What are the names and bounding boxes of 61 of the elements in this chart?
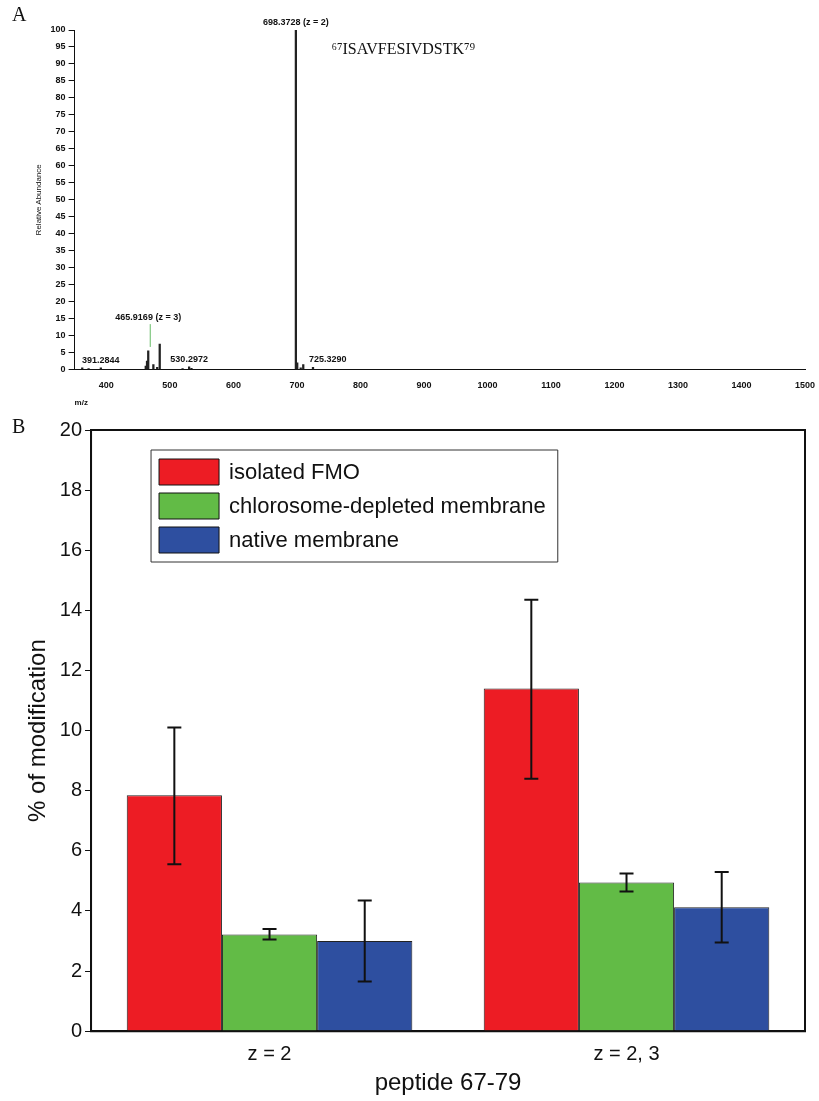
x-tick-label: 1200: [604, 380, 625, 391]
y-tick-label: 5: [60, 347, 66, 358]
annotation: 391.2844: [82, 354, 120, 365]
x-axis-title: peptide 67-79: [374, 1068, 522, 1096]
y-tick-label: 0: [70, 1018, 83, 1041]
y-tick-label: 95: [55, 41, 66, 52]
y-tick-label: 55: [55, 177, 66, 188]
y-tick-label: 80: [55, 92, 66, 103]
y-tick-label: 16: [59, 537, 83, 560]
annotation: 698.3728 (z = 2): [262, 16, 329, 27]
y-tick-label: 70: [55, 126, 66, 137]
annotation: 725.3290: [308, 354, 347, 365]
x-axis-title: m/z: [74, 398, 88, 408]
annotation: 530.2972: [170, 353, 208, 364]
x-tick-label: 900: [416, 380, 432, 391]
y-axis-title: Relative Abundance: [34, 163, 43, 236]
y-tick-label: 8: [70, 778, 83, 801]
y-tick-label: 14: [59, 597, 83, 620]
y-tick-label: 18: [59, 477, 83, 500]
legend-label: isolated FMO: [229, 459, 360, 485]
x-tick-label: 800: [352, 380, 368, 391]
y-tick-label: 25: [55, 279, 66, 290]
y-axis-title: % of modification: [23, 639, 51, 822]
x-tick-label: 400: [98, 380, 114, 391]
x-tick-label: 500: [162, 380, 178, 391]
y-tick-label: 85: [55, 75, 66, 86]
legend-label: chlorosome-depleted membrane: [229, 493, 546, 519]
annotation: 465.9169 (z = 3): [115, 312, 182, 323]
y-tick-label: 4: [70, 898, 83, 921]
x-tick-label: 1300: [667, 380, 688, 391]
y-tick-label: 15: [55, 313, 66, 324]
y-tick-label: 0: [60, 364, 66, 375]
y-tick-label: 10: [55, 330, 66, 341]
y-tick-label: 20: [59, 417, 83, 440]
x-tick-label: 1400: [731, 380, 752, 391]
y-tick-label: 2: [70, 958, 83, 981]
x-tick-label: 600: [225, 380, 241, 391]
chart-title: A: [12, 3, 27, 26]
y-tick-label: 65: [55, 143, 66, 154]
y-tick-label: 12: [59, 658, 83, 680]
y-tick-label: 10: [59, 718, 83, 741]
chart-title: B: [12, 415, 26, 438]
x-tick-label: z = 2, 3: [593, 1041, 660, 1064]
y-tick-label: 6: [70, 838, 83, 861]
y-tick-label: 90: [55, 58, 66, 69]
y-tick-label: 30: [55, 262, 66, 273]
y-tick-label: 75: [55, 109, 66, 120]
y-tick-label: 40: [55, 228, 66, 239]
y-tick-label: 60: [55, 160, 66, 171]
y-tick-label: 100: [50, 24, 66, 35]
x-tick-label: 1100: [541, 380, 561, 391]
legend-label: native membrane: [229, 527, 400, 553]
x-tick-label: 700: [289, 380, 305, 391]
annotation: ⁶⁷ISAVFESIVDSTK⁷⁹: [331, 40, 476, 58]
x-tick-label: z = 2: [247, 1041, 292, 1064]
y-tick-label: 45: [55, 211, 66, 222]
x-tick-label: 1000: [477, 380, 498, 391]
x-tick-label: 1500: [794, 380, 816, 391]
y-tick-label: 20: [55, 296, 66, 307]
y-tick-label: 35: [55, 245, 66, 256]
y-tick-label: 50: [55, 194, 66, 205]
